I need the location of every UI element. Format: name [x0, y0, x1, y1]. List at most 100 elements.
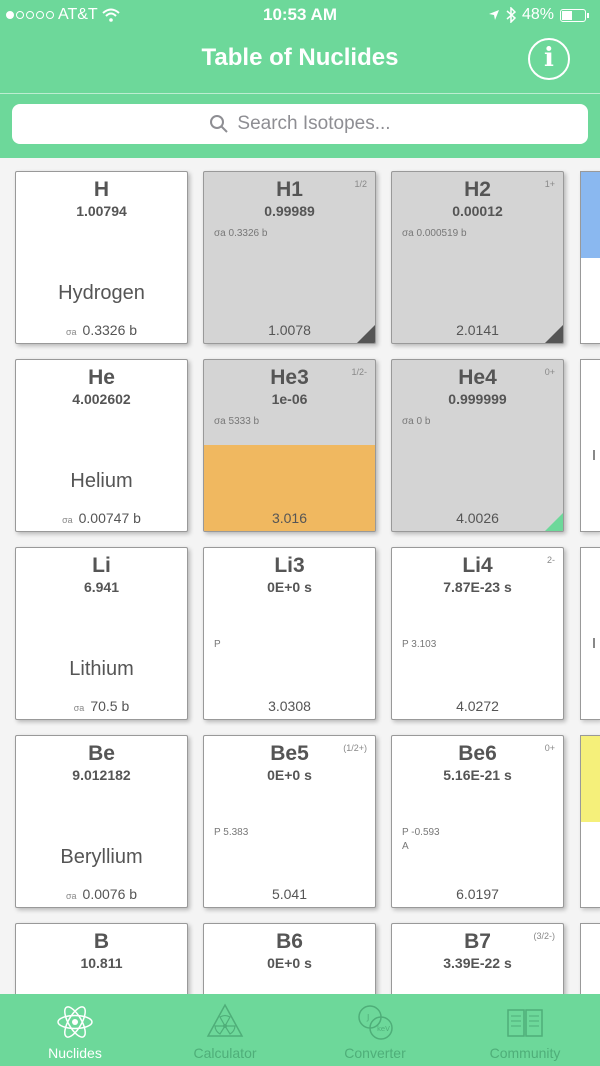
card-spin: 2-	[546, 555, 555, 565]
app-header: AT&T 10:53 AM 48% Table of Nuclides i Se…	[0, 0, 600, 158]
stable-corner-marker	[357, 325, 375, 343]
card-abundance: 0.999999	[448, 391, 507, 407]
card-name: Hydrogen	[58, 282, 145, 304]
card-decay-mode: P 5.383	[214, 827, 249, 838]
battery-icon	[560, 8, 589, 22]
card-symbol: He	[88, 366, 115, 389]
element-card-beryllium[interactable]: Be 9.012182 Beryllium σa 0.0076 b	[15, 735, 188, 908]
search-input[interactable]: Search Isotopes...	[12, 104, 588, 144]
partial-card-tick	[593, 638, 595, 648]
element-card-helium[interactable]: He 4.002602 Helium σa 0.00747 b	[15, 359, 188, 532]
card-mass: 9.012182	[72, 767, 131, 783]
card-atomic-mass: 3.0308	[268, 698, 311, 714]
card-symbol: Be5	[270, 742, 309, 765]
card-decay-mode: P 3.103	[402, 639, 437, 650]
card-mass: 10.811	[80, 955, 123, 971]
card-atomic-mass: 2.0141	[456, 322, 499, 338]
card-half-life: 0E+0 s	[267, 955, 312, 971]
isotope-card-be6[interactable]: 0+ Be6 5.16E-21 s P -0.593 A 6.0197	[391, 735, 564, 908]
isotope-card-li3[interactable]: Li3 0E+0 s P 3.0308	[203, 547, 376, 720]
wifi-icon	[102, 8, 120, 22]
tab-label: Calculator	[193, 1045, 257, 1061]
isotope-card-partial[interactable]	[580, 359, 600, 532]
isotope-card-he3[interactable]: 1/2- He3 1e-06 σa 5333 b 3.016	[203, 359, 376, 532]
page-title: Table of Nuclides	[201, 44, 399, 71]
search-icon	[210, 115, 229, 133]
abundance-band	[204, 445, 375, 531]
isotope-card-h2[interactable]: 1+ H2 0.00012 σa 0.000519 b 2.0141	[391, 171, 564, 344]
location-icon	[488, 10, 499, 20]
card-symbol: Be6	[458, 742, 497, 765]
tab-converter[interactable]: J keV Converter	[300, 994, 450, 1066]
isotope-card-partial[interactable]	[580, 735, 600, 908]
card-atomic-mass: 5.041	[271, 886, 308, 902]
svg-text:J: J	[366, 1013, 369, 1022]
card-cross-section: σa 0 b	[402, 416, 431, 427]
card-spin: 0+	[544, 367, 555, 377]
partial-card-color	[581, 172, 600, 258]
info-icon: i	[544, 43, 554, 73]
card-symbol: B6	[276, 930, 303, 953]
card-decay-mode: P	[214, 639, 221, 650]
card-symbol: Li	[92, 554, 111, 577]
info-button[interactable]: i	[528, 38, 570, 80]
card-abundance: 1e-06	[271, 391, 308, 407]
search-placeholder: Search Isotopes...	[237, 113, 391, 134]
isotope-card-partial[interactable]	[580, 547, 600, 720]
tab-calculator[interactable]: Calculator	[150, 994, 300, 1066]
tab-label: Nuclides	[48, 1045, 102, 1061]
isotope-card-h1[interactable]: 1/2 H1 0.99989 σa 0.3326 b 1.0078	[203, 171, 376, 344]
partial-card-tick	[593, 450, 595, 460]
isotope-card-partial[interactable]	[580, 171, 600, 344]
header-divider	[0, 93, 600, 94]
card-atomic-mass: 3.016	[271, 510, 308, 526]
tab-label: Converter	[344, 1045, 406, 1061]
card-cross-section: σa 0.00747 b	[62, 510, 141, 526]
card-symbol: Li3	[274, 554, 305, 577]
card-abundance: 0.00012	[452, 203, 503, 219]
stable-corner-marker	[545, 325, 563, 343]
card-mass: 4.002602	[72, 391, 131, 407]
isotope-card-he4[interactable]: 0+ He4 0.999999 σa 0 b 4.0026	[391, 359, 564, 532]
tab-community[interactable]: Community	[450, 994, 600, 1066]
card-spin: (1/2+)	[343, 743, 367, 753]
isotope-card-be5[interactable]: (1/2+) Be5 0E+0 s P 5.383 5.041	[203, 735, 376, 908]
card-cross-section: σa 70.5 b	[73, 698, 130, 714]
card-spin: 1/2	[354, 179, 367, 189]
tab-nuclides[interactable]: Nuclides	[0, 994, 150, 1066]
card-atomic-mass: 4.0026	[456, 510, 499, 526]
card-atomic-mass: 4.0272	[456, 698, 499, 714]
isotope-card-li4[interactable]: 2- Li4 7.87E-23 s P 3.103 4.0272	[391, 547, 564, 720]
tab-bar: Nuclides Calculator J keV Converter	[0, 994, 600, 1066]
element-card-lithium[interactable]: Li 6.941 Lithium σa 70.5 b	[15, 547, 188, 720]
card-name: Beryllium	[60, 846, 143, 868]
card-half-life: 5.16E-21 s	[443, 767, 512, 783]
card-spin: 1/2-	[351, 367, 367, 377]
atom-icon	[57, 1006, 93, 1038]
card-cross-section: σa 0.3326 b	[65, 322, 138, 338]
stable-corner-marker	[545, 513, 563, 531]
clock: 10:53 AM	[262, 5, 337, 24]
card-mass: 6.941	[83, 579, 120, 595]
converter-icon: J keV	[358, 1005, 393, 1040]
card-mass: 1.00794	[76, 203, 127, 219]
card-symbol: Li4	[462, 554, 493, 577]
card-name: Lithium	[69, 658, 134, 680]
card-decay-mode: P -0.593 A	[402, 827, 440, 852]
card-name: Helium	[70, 470, 133, 492]
element-card-hydrogen[interactable]: H 1.00794 Hydrogen σa 0.3326 b	[15, 171, 188, 344]
card-half-life: 7.87E-23 s	[443, 579, 512, 595]
card-half-life: 0E+0 s	[267, 767, 312, 783]
card-half-life: 0E+0 s	[267, 579, 312, 595]
card-symbol: He3	[270, 366, 309, 389]
card-cross-section: σa 5333 b	[214, 416, 260, 427]
partial-card-color	[581, 736, 600, 822]
card-symbol: H2	[464, 178, 491, 201]
carrier-label: AT&T	[58, 6, 98, 23]
card-atomic-mass: 6.0197	[456, 886, 499, 902]
card-symbol: Be	[88, 742, 115, 765]
svg-text:keV: keV	[377, 1025, 390, 1033]
card-cross-section: σa 0.000519 b	[402, 228, 467, 239]
card-abundance: 0.99989	[264, 203, 315, 219]
card-symbol: B7	[464, 930, 491, 953]
